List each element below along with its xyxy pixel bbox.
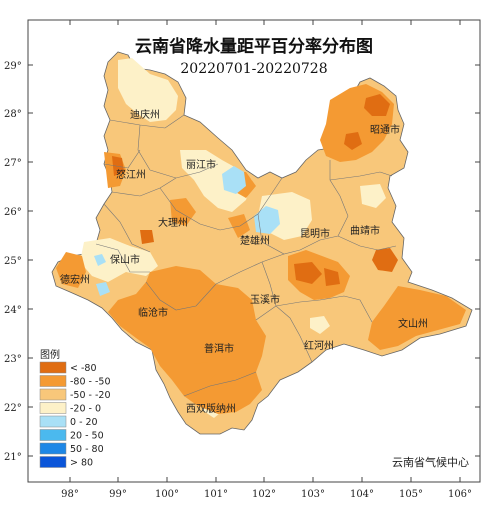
map-title: 云南省降水量距平百分率分布图 xyxy=(135,36,373,57)
lat-tick-label: 23° xyxy=(4,354,22,365)
lat-tick-label: 29° xyxy=(4,61,22,72)
city-label: 西双版纳州 xyxy=(186,402,236,415)
source-credit: 云南省气候中心 xyxy=(392,455,469,469)
lat-tick-label: 26° xyxy=(4,207,22,218)
lon-tick-label: 100° xyxy=(155,489,179,500)
prefecture-borders xyxy=(95,114,397,397)
legend-swatch xyxy=(39,429,67,441)
legend-title: 图例 xyxy=(40,348,60,361)
legend-swatch xyxy=(39,375,67,387)
legend-swatch xyxy=(39,415,67,428)
city-label: 楚雄州 xyxy=(240,234,270,247)
legend-label: 20 - 50 xyxy=(70,431,104,442)
zones-dark-orange xyxy=(112,94,398,286)
legend-label: -50 - -20 xyxy=(70,390,111,401)
city-label: 普洱市 xyxy=(204,342,234,355)
city-label: 曲靖市 xyxy=(350,224,380,237)
lat-tick-label: 21° xyxy=(4,452,22,463)
city-label: 丽江市 xyxy=(186,158,216,171)
axis-ticks xyxy=(28,20,480,482)
date-range: 20220701-20220728 xyxy=(180,61,327,77)
legend-swatch xyxy=(39,388,67,401)
lon-tick-label: 101° xyxy=(204,489,228,500)
legend-label: 0 - 20 xyxy=(70,417,98,428)
zones-orange xyxy=(56,84,466,414)
city-label: 昭通市 xyxy=(370,123,400,136)
zones-light xyxy=(80,58,386,418)
city-label: 临沧市 xyxy=(138,306,168,319)
zones-blue xyxy=(94,166,280,296)
legend-swatch xyxy=(39,442,67,455)
lon-tick-label: 102° xyxy=(252,489,276,500)
lat-tick-label: 22° xyxy=(4,403,22,414)
axis-tick-labels: 98° 99° 100° 101° 102° 103° 104° 105° 106° 29° 28°… xyxy=(4,61,472,500)
city-label: 怒江州 xyxy=(116,168,146,181)
city-label: 保山市 xyxy=(110,253,140,266)
legend-label: < -80 xyxy=(70,363,97,374)
lat-tick-label: 24° xyxy=(4,305,22,316)
city-label: 文山州 xyxy=(398,317,428,330)
city-label: 德宏州 xyxy=(60,273,90,286)
city-label: 玉溪市 xyxy=(250,293,280,306)
legend-label: -20 - 0 xyxy=(70,404,101,415)
city-label: 红河州 xyxy=(304,339,334,352)
lat-tick-label: 28° xyxy=(4,109,22,120)
legend-label: -80 - -50 xyxy=(70,377,111,388)
legend-label: > 80 xyxy=(70,458,93,469)
lon-tick-label: 99° xyxy=(109,489,127,500)
lon-tick-label: 103° xyxy=(301,489,325,500)
city-label: 大理州 xyxy=(158,216,188,229)
legend-label: 50 - 80 xyxy=(70,444,104,455)
lat-tick-label: 25° xyxy=(4,256,22,267)
lon-tick-label: 106° xyxy=(448,489,472,500)
legend-swatch xyxy=(39,361,67,374)
city-label: 迪庆州 xyxy=(130,108,160,121)
legend-swatch xyxy=(39,456,67,468)
legend-swatch xyxy=(39,402,67,414)
lon-tick-label: 98° xyxy=(61,489,79,500)
lon-tick-label: 104° xyxy=(350,489,374,500)
lon-tick-label: 105° xyxy=(399,489,423,500)
legend: < -80 -80 - -50 -50 - -20 -20 - 0 0 - 20 20 -… xyxy=(39,361,111,469)
lat-tick-label: 27° xyxy=(4,158,22,169)
city-label: 昆明市 xyxy=(300,227,330,240)
